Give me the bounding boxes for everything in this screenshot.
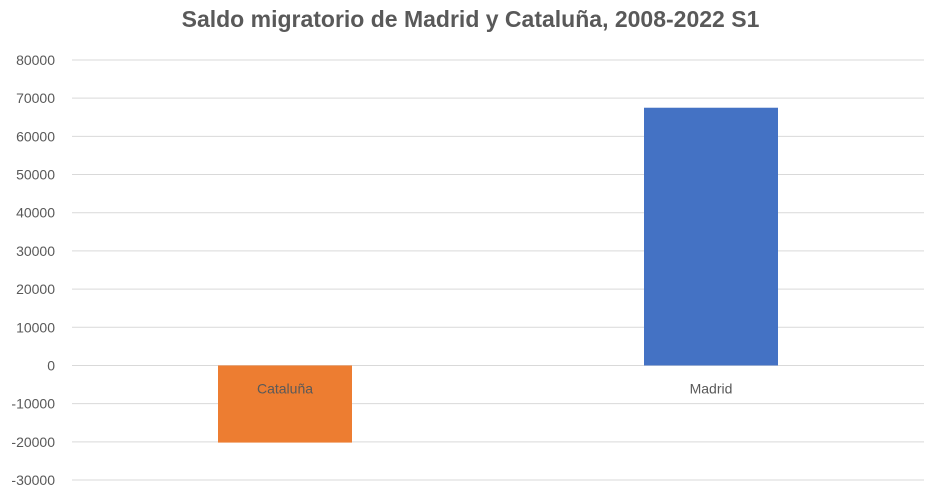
bar-catalua bbox=[218, 365, 352, 443]
y-tick-label: 60000 bbox=[16, 128, 55, 144]
y-tick-label: -20000 bbox=[11, 434, 55, 450]
gridlines bbox=[72, 59, 924, 481]
y-tick-label: 10000 bbox=[16, 319, 55, 335]
y-tick-label: 70000 bbox=[16, 90, 55, 106]
y-tick-label: 40000 bbox=[16, 205, 55, 221]
category-label: Cataluña bbox=[257, 380, 313, 396]
y-axis-ticks: 80000 70000 60000 50000 40000 30000 20000 10000… bbox=[11, 52, 55, 488]
category-labels: Cataluña Madrid bbox=[257, 380, 732, 396]
bars bbox=[218, 107, 778, 443]
y-tick-label: 20000 bbox=[16, 281, 55, 297]
y-tick-label: -10000 bbox=[11, 396, 55, 412]
y-tick-label: -30000 bbox=[11, 472, 55, 488]
category-label: Madrid bbox=[690, 380, 733, 396]
y-tick-label: 30000 bbox=[16, 243, 55, 259]
y-tick-label: 50000 bbox=[16, 167, 55, 183]
y-tick-label: 0 bbox=[47, 357, 55, 373]
bar-madrid bbox=[644, 107, 778, 366]
y-tick-label: 80000 bbox=[16, 52, 55, 68]
chart-title: Saldo migratorio de Madrid y Cataluña, 2… bbox=[181, 6, 760, 32]
